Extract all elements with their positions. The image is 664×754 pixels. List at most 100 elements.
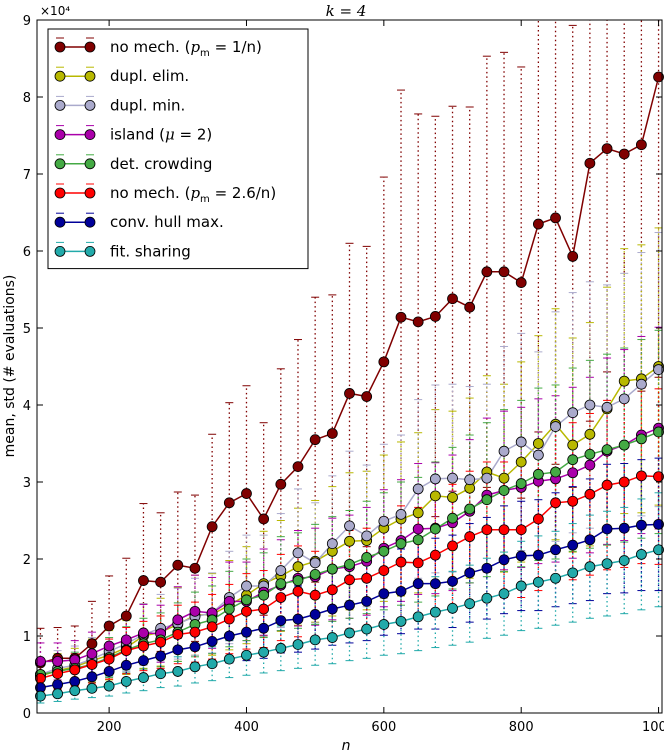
legend-box (47, 28, 309, 270)
data-point (52, 668, 64, 680)
data-point (464, 567, 476, 579)
data-point (395, 615, 407, 627)
legend-label: dupl. elim. (110, 67, 189, 85)
data-point (241, 626, 252, 638)
data-point (223, 613, 235, 625)
y-tick-label: 2 (23, 553, 31, 568)
data-point (447, 540, 458, 552)
data-point (515, 524, 527, 536)
data-point (275, 592, 287, 603)
data-point (481, 524, 493, 536)
data-point (481, 266, 493, 278)
data-point (464, 474, 476, 486)
data-point (464, 301, 476, 313)
data-point (584, 534, 596, 546)
data-point (498, 588, 510, 600)
legend-label: conv. hull max. (110, 213, 224, 231)
data-point (103, 620, 115, 632)
data-point (584, 428, 596, 440)
data-point (103, 653, 115, 665)
data-point (309, 634, 321, 646)
data-point (412, 578, 424, 590)
x-tick-label: 200 (97, 720, 122, 735)
data-point (344, 520, 355, 532)
data-point (326, 584, 338, 596)
data-point (429, 311, 441, 322)
data-point (309, 434, 321, 446)
data-point (189, 562, 201, 574)
x-tick-label: 400 (234, 720, 259, 735)
data-point (155, 636, 167, 648)
chart-title: k = 4 (326, 2, 367, 20)
data-point (258, 622, 270, 634)
data-point (120, 659, 132, 671)
legend-marker (54, 245, 66, 257)
data-point (344, 574, 355, 586)
legend-marker (54, 41, 66, 53)
y-tick-label: 5 (23, 322, 31, 337)
data-point (326, 632, 338, 643)
data-point (429, 523, 441, 535)
data-point (515, 580, 527, 592)
legend-marker (84, 216, 96, 228)
data-point (258, 513, 270, 525)
data-point (515, 436, 527, 448)
data-point (515, 478, 527, 489)
data-point (601, 401, 613, 413)
data-point (532, 549, 544, 561)
data-point (86, 671, 98, 683)
data-point (412, 316, 424, 328)
data-point (515, 277, 527, 288)
data-point (429, 490, 441, 502)
data-point (481, 592, 493, 604)
data-point (618, 555, 630, 566)
data-point (172, 614, 184, 626)
data-point (292, 547, 304, 559)
data-point (550, 544, 561, 556)
data-point (241, 649, 252, 661)
data-point (412, 534, 424, 546)
data-point (378, 545, 390, 557)
data-point (258, 603, 270, 615)
data-point (481, 562, 493, 574)
data-point (395, 556, 407, 568)
data-point (309, 609, 321, 620)
data-point (567, 495, 579, 507)
data-point (361, 572, 373, 584)
data-point (86, 659, 98, 670)
data-point (206, 521, 218, 533)
data-point (567, 454, 579, 466)
data-point (635, 470, 647, 482)
data-point (309, 557, 321, 569)
data-point (584, 459, 596, 471)
data-point (464, 503, 476, 515)
data-point (223, 603, 235, 615)
x-axis-label: n (342, 738, 351, 754)
data-point (481, 494, 493, 506)
data-point (550, 421, 561, 432)
y-tick-label: 7 (23, 168, 31, 183)
data-point (258, 589, 270, 601)
data-point (412, 507, 424, 519)
data-point (275, 578, 287, 590)
data-point (395, 585, 407, 597)
data-point (120, 676, 132, 687)
legend-marker (84, 100, 96, 111)
data-point (138, 575, 149, 586)
y-tick-label: 3 (23, 476, 31, 491)
data-point (584, 561, 596, 573)
data-point (532, 468, 544, 480)
data-point (532, 513, 544, 525)
data-point (86, 638, 98, 650)
data-point (120, 634, 132, 646)
data-point (378, 356, 390, 368)
data-point (172, 559, 184, 571)
data-point (412, 557, 424, 569)
legend-label: no mech. (pm = 1/n) (110, 38, 262, 59)
legend-marker (54, 129, 66, 141)
data-point (378, 565, 390, 576)
data-point (601, 143, 613, 154)
data-point (618, 476, 630, 488)
data-point (275, 565, 287, 576)
